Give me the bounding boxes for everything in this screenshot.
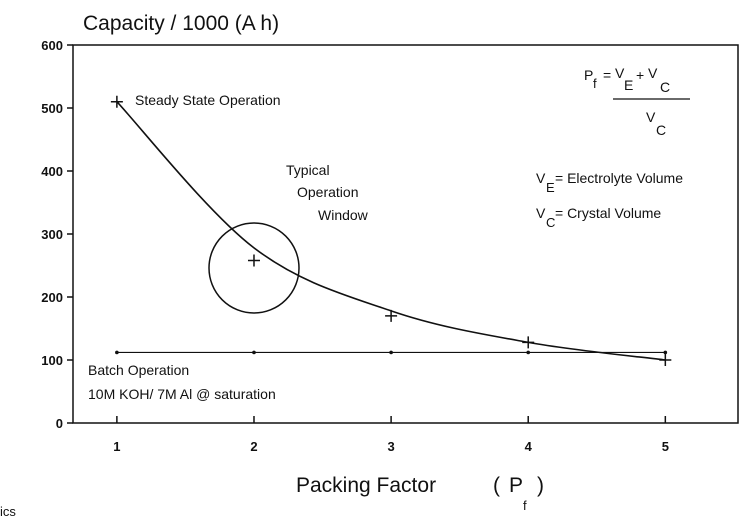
annotation: Batch Operation [88,362,189,378]
annotation: Operation [297,184,358,200]
formula-text: C [660,79,670,95]
dot-marker [526,350,531,355]
plus-marker [522,336,535,349]
annotation: 10M KOH/ 7M Al @ saturation [88,386,276,402]
annotation: Window [318,207,369,223]
formula-text: P [584,67,593,83]
dot-marker [663,350,668,355]
x-axis-label: P [509,474,523,497]
y-tick-label: 600 [41,38,63,53]
y-tick-label: 100 [41,353,63,368]
formula-text: V [646,109,656,125]
chart-title: Capacity / 1000 (A h) [83,12,279,35]
definition: = Electrolyte Volume [555,170,683,186]
plus-marker [247,254,260,267]
annotation: Typical [286,162,330,178]
y-tick-label: 300 [41,227,63,242]
dot-marker [115,350,119,355]
plus-marker [110,95,123,108]
formula-text: E [624,77,633,93]
x-tick-label: 3 [387,439,394,454]
y-tick-label: 500 [41,101,63,116]
x-tick-label: 2 [250,439,257,454]
plus-marker [659,354,672,366]
plus-marker [385,309,398,322]
dot-marker [252,350,256,355]
formula-text: f [593,76,597,91]
curve [116,101,666,361]
y-tick-label: 0 [56,416,63,431]
window-circle [208,222,300,314]
x-tick-label: 5 [662,439,669,454]
y-tick-label: 200 [41,290,63,305]
x-tick-label: 1 [113,439,120,454]
x-axis-label: ( [493,474,500,497]
y-tick-label: 400 [41,164,63,179]
definition: V [536,205,546,221]
cut-text: ics [0,504,16,519]
formula: P f = V E + V C V C [584,65,690,138]
formula-text: V [648,65,658,81]
x-tick-label: 4 [525,439,533,454]
formula-text: V [615,65,625,81]
definition: E [546,180,555,195]
definition: V [536,170,546,186]
formula-text: = [603,67,611,83]
formula-text: + [636,67,644,83]
x-axis-label: Packing Factor [296,474,436,497]
formula-text: C [656,122,666,138]
x-axis-label: ) [537,474,544,497]
definition: = Crystal Volume [555,205,661,221]
annotation: Steady State Operation [135,92,281,108]
x-axis-label: f [523,498,527,513]
definition: C [546,215,555,230]
dot-marker [389,350,393,355]
